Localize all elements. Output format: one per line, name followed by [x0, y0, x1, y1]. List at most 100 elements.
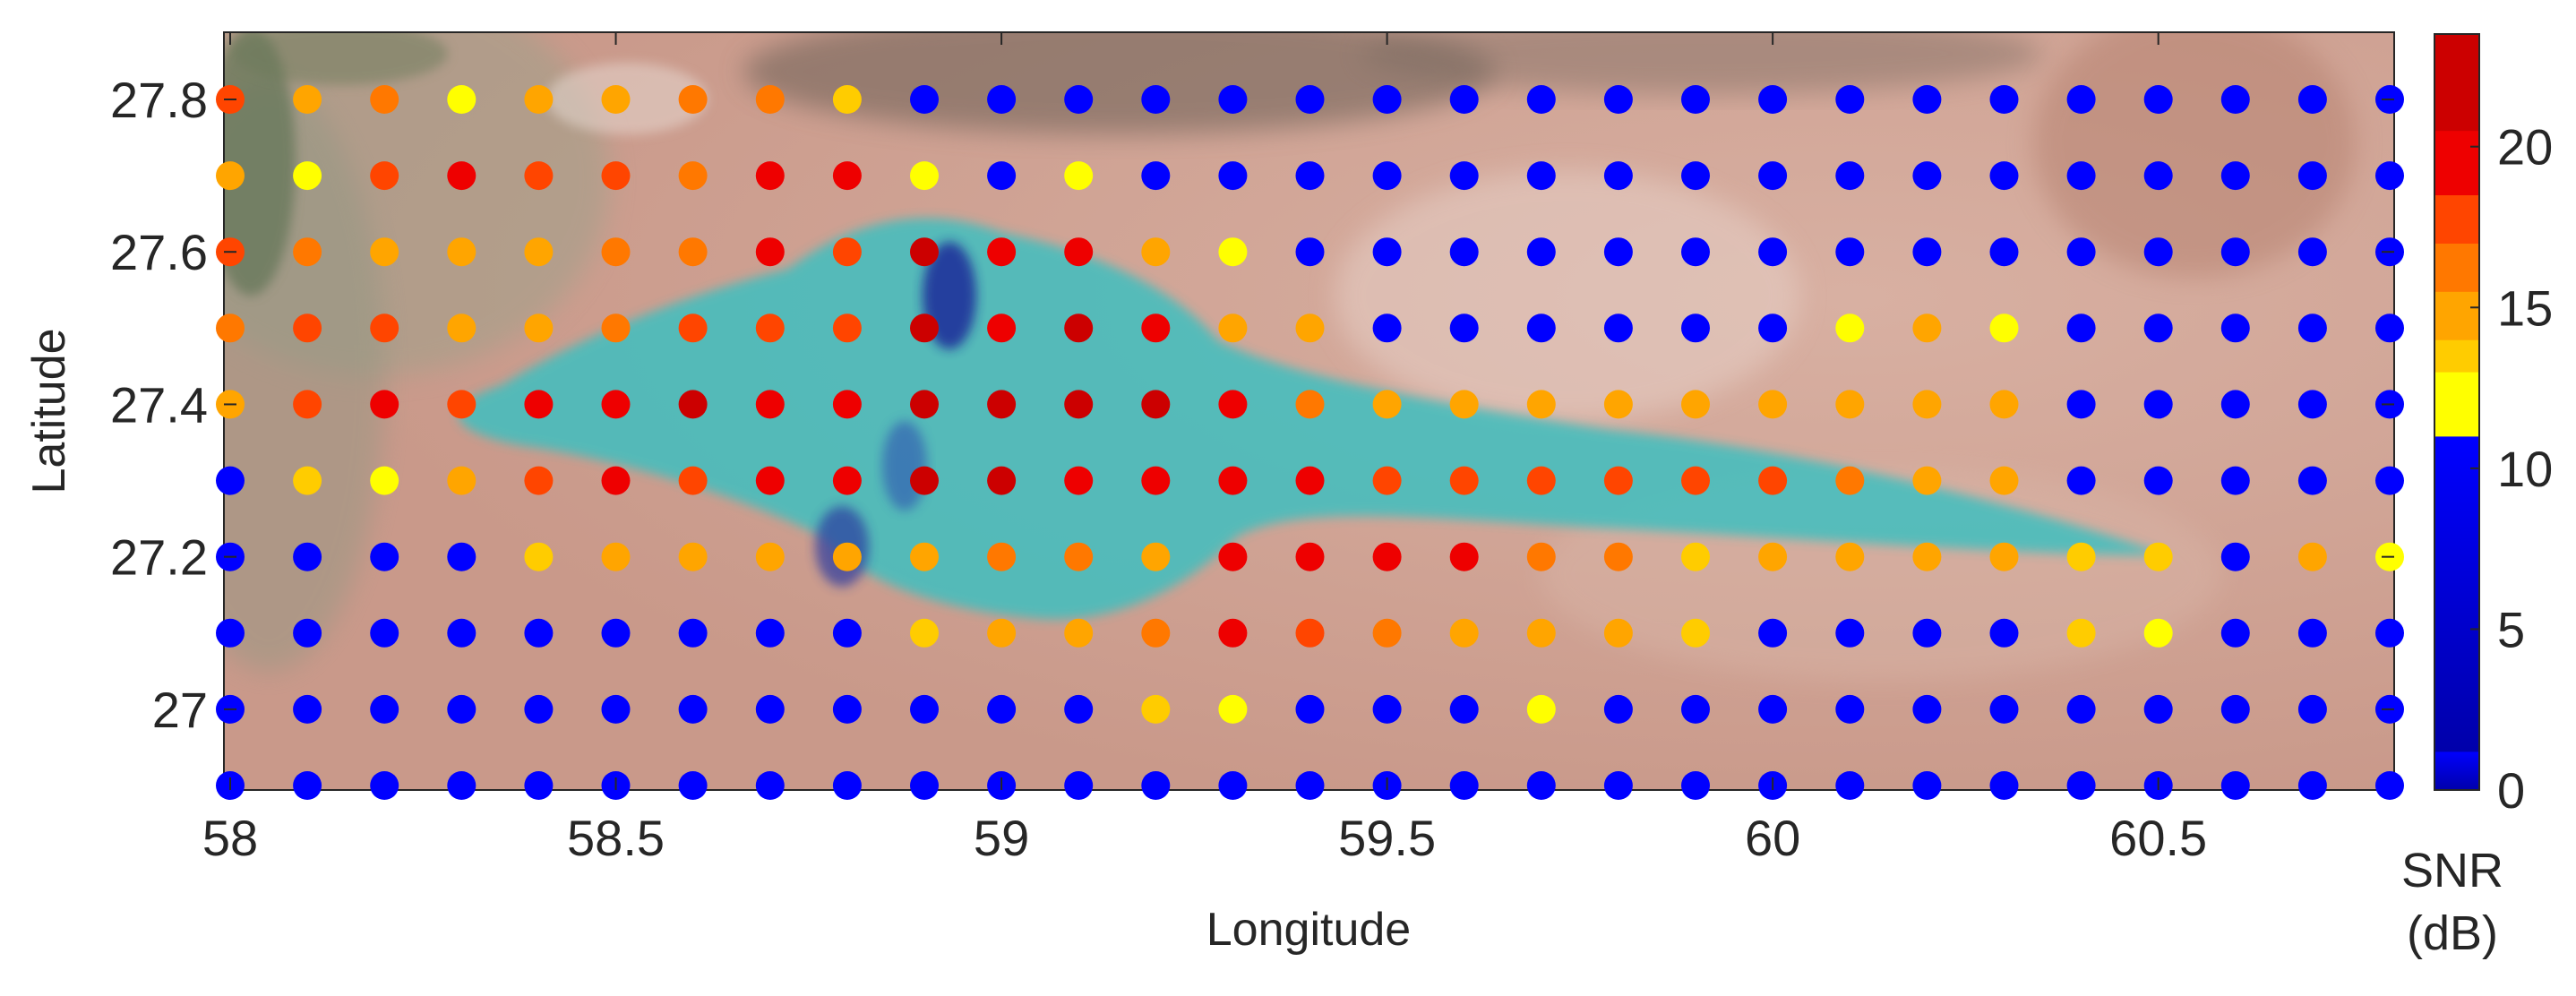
data-point [910, 390, 939, 419]
data-point [1449, 694, 1479, 724]
data-point [1449, 390, 1479, 419]
data-point [832, 161, 862, 191]
colorbar-frame [2434, 33, 2480, 791]
data-point [1064, 313, 1094, 343]
data-point [447, 313, 477, 343]
data-point [447, 771, 477, 800]
data-point [2297, 466, 2327, 495]
colorbar-band [2434, 339, 2479, 373]
data-point [1449, 313, 1479, 343]
data-point [293, 237, 322, 267]
data-point [1912, 390, 1942, 419]
data-point [910, 161, 939, 191]
data-point [447, 390, 477, 419]
data-point [1758, 466, 1788, 495]
data-point [1295, 542, 1325, 571]
data-point [293, 390, 322, 419]
data-point [755, 237, 785, 267]
data-point [1064, 85, 1094, 114]
data-point [1218, 237, 1248, 267]
data-point [1681, 771, 1710, 800]
data-point [1835, 694, 1865, 724]
data-point [2375, 313, 2404, 343]
data-point [1064, 237, 1094, 267]
data-point [293, 313, 322, 343]
data-point [2297, 694, 2327, 724]
data-point [1064, 771, 1094, 800]
data-point [755, 390, 785, 419]
data-point [601, 542, 631, 571]
data-point [524, 542, 554, 571]
data-point [987, 390, 1017, 419]
data-point [1064, 466, 1094, 495]
data-point [293, 618, 322, 648]
data-point [678, 694, 708, 724]
data-point [1681, 237, 1710, 267]
data-point [678, 85, 708, 114]
data-point [1449, 85, 1479, 114]
data-point [1526, 771, 1556, 800]
data-point [1912, 542, 1942, 571]
data-point [1449, 466, 1479, 495]
data-point [2375, 618, 2404, 648]
data-point [2220, 161, 2250, 191]
satellite-background [224, 32, 2394, 790]
colorbar-band [2434, 34, 2479, 132]
data-point [987, 85, 1017, 114]
data-point [2297, 85, 2327, 114]
data-point [1372, 237, 1402, 267]
data-point [1141, 466, 1171, 495]
data-point [2375, 161, 2404, 191]
data-point [1603, 161, 1633, 191]
data-point [2220, 618, 2250, 648]
data-point [987, 694, 1017, 724]
data-point [2220, 85, 2250, 114]
data-point [1295, 466, 1325, 495]
data-point [1141, 85, 1171, 114]
data-point [1912, 694, 1942, 724]
data-point [1295, 85, 1325, 114]
data-point [1141, 390, 1171, 419]
data-point [987, 466, 1017, 495]
data-point [1912, 237, 1942, 267]
data-point [2066, 161, 2096, 191]
data-point [1989, 161, 2019, 191]
data-point [2220, 771, 2250, 800]
data-point [1449, 618, 1479, 648]
data-point [1603, 85, 1633, 114]
data-point [2066, 390, 2096, 419]
data-point [1141, 542, 1171, 571]
data-point [910, 694, 939, 724]
data-point [1835, 771, 1865, 800]
data-point [1064, 542, 1094, 571]
data-point [1681, 313, 1710, 343]
data-point [1218, 542, 1248, 571]
data-point [832, 771, 862, 800]
data-point [910, 237, 939, 267]
data-point [1526, 542, 1556, 571]
data-point [1835, 313, 1865, 343]
data-point [601, 313, 631, 343]
data-point [2220, 694, 2250, 724]
data-point [755, 466, 785, 495]
data-point [1912, 771, 1942, 800]
data-point [1912, 466, 1942, 495]
data-point [1603, 618, 1633, 648]
data-point [524, 466, 554, 495]
data-point [1603, 694, 1633, 724]
data-point [2143, 237, 2173, 267]
y-axis: 27 27.2 27.4 27.6 27.8 [110, 72, 2394, 738]
data-point [601, 237, 631, 267]
data-point [1758, 161, 1788, 191]
data-point [2297, 618, 2327, 648]
colorbar-band [2434, 194, 2479, 244]
data-point [370, 466, 399, 495]
data-point [447, 618, 477, 648]
data-point [832, 85, 862, 114]
data-point [910, 542, 939, 571]
data-point [1835, 618, 1865, 648]
data-point [370, 85, 399, 114]
data-point [1526, 390, 1556, 419]
data-point [447, 237, 477, 267]
data-point [1372, 390, 1402, 419]
